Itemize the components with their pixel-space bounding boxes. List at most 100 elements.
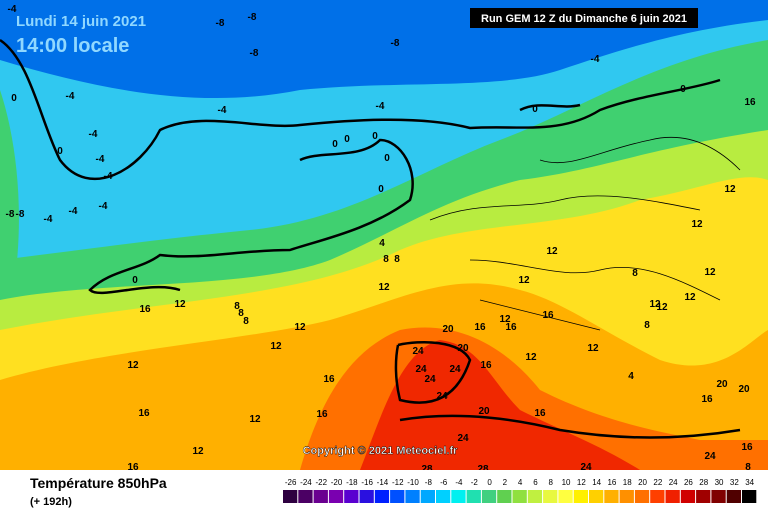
colorbar-tick-label: 4 <box>518 478 523 487</box>
isotherm-label: 24 <box>457 433 469 444</box>
isotherm-label: 8 <box>632 268 638 279</box>
colorbar-swatch <box>359 490 374 503</box>
isotherm-label: 4 <box>628 371 634 382</box>
isotherm-label: 12 <box>192 446 204 457</box>
run-box <box>470 8 698 28</box>
footer-lead: (+ 192h) <box>30 496 72 508</box>
isotherm-label: 4 <box>379 238 385 249</box>
isotherm-label: 16 <box>316 409 328 420</box>
isotherm-label: 24 <box>449 364 461 375</box>
colorbar-tick-label: -26 <box>285 478 297 487</box>
colorbar-swatch <box>726 490 741 503</box>
isotherm-label: 24 <box>704 451 716 462</box>
isotherm-label: 20 <box>457 343 469 354</box>
colorbar-swatch <box>589 490 604 503</box>
iberia-coast <box>394 341 472 404</box>
isotherm-label: 12 <box>691 219 703 230</box>
colorbar-tick-label: 12 <box>577 478 586 487</box>
isotherm-label: -4 <box>89 129 98 140</box>
colorbar-tick-label: -22 <box>315 478 327 487</box>
run-info: Run GEM 12 Z du Dimanche 6 juin 2021 <box>481 13 687 25</box>
colorbar-swatch <box>451 490 466 503</box>
colorbar-swatch <box>420 490 435 503</box>
arctic-coast <box>0 38 721 181</box>
isotherm-label: 16 <box>505 322 517 333</box>
isotherm-label: -4 <box>591 54 600 65</box>
isotherm-label: 12 <box>649 299 661 310</box>
isotherm-label: 28 <box>477 464 489 475</box>
isotherm-label: 16 <box>744 97 756 108</box>
isotherm-label: -4 <box>69 206 78 217</box>
colorbar-swatch <box>436 490 451 503</box>
isotherm-label: 0 <box>532 104 538 115</box>
isotherm-label: 16 <box>474 322 486 333</box>
red-zone <box>360 340 640 470</box>
isotherm-label: 12 <box>174 299 186 310</box>
isotherm-label: -4 <box>66 91 75 102</box>
isotherm-label: 12 <box>249 414 261 425</box>
colorbar-tick-label: 0 <box>487 478 492 487</box>
isotherm-label: 16 <box>534 408 546 419</box>
colorbar-tick-label: -16 <box>361 478 373 487</box>
colorbar-tick-label: -18 <box>346 478 358 487</box>
isotherm-label: -4 <box>104 171 113 182</box>
isotherm-label: -4 <box>96 154 105 165</box>
iceland-coast <box>519 103 581 112</box>
isotherm-label: 12 <box>378 282 390 293</box>
colorbar-tick-label: 24 <box>669 478 678 487</box>
colorbar-tick-label: -8 <box>425 478 433 487</box>
colorbar-tick-label: -12 <box>392 478 404 487</box>
colorbar-tick-label: -2 <box>471 478 479 487</box>
greenland-coast <box>88 138 414 295</box>
isotherm-label: 16 <box>323 374 335 385</box>
isotherm-label: 0 <box>11 93 17 104</box>
isotherm-label: 8 <box>243 316 249 327</box>
colorbar-tick-label: 28 <box>699 478 708 487</box>
isotherm-label: 0 <box>372 131 378 142</box>
isotherm-label: 0 <box>378 184 384 195</box>
colorbar-swatch <box>634 490 650 503</box>
isotherm-label: -4 <box>376 101 385 112</box>
isotherm-label: 8 <box>383 254 389 265</box>
isotherm-label: 12 <box>518 275 530 286</box>
colorbar-swatch <box>680 490 696 503</box>
coastlines <box>0 38 741 439</box>
isotherm-label: -8 <box>248 12 257 23</box>
isotherm-label: 0 <box>132 275 138 286</box>
isotherm-label: 12 <box>684 292 696 303</box>
colorbar-swatch <box>543 490 558 503</box>
isotherm-label: 12 <box>724 184 736 195</box>
colorbar-swatch <box>328 490 344 503</box>
isotherm-label: 16 <box>701 394 713 405</box>
colorbar-swatch <box>512 490 527 503</box>
isotherm-label: 0 <box>57 146 63 157</box>
isotherm-label: 16 <box>542 310 554 321</box>
isotherm-label: 20 <box>478 406 490 417</box>
colorbar-tick-label: 10 <box>562 478 571 487</box>
isotherm-labels: -4-8-8-8-80 -4-4-4-40-8 -8 -4-4 -4-4 -4 0-400 0… <box>6 4 756 475</box>
colorbar-swatch <box>665 490 680 503</box>
isotherm-label: 8 <box>238 308 244 319</box>
isotherm-label: 12 <box>499 314 511 325</box>
isotherm-label: -8 <box>216 18 225 29</box>
colorbar-tick-label: 20 <box>638 478 647 487</box>
colorbar-swatch <box>650 490 665 503</box>
isotherm-label: 12 <box>704 267 716 278</box>
colorbar-swatch <box>711 490 726 503</box>
colorbar-swatch <box>405 490 420 503</box>
isotherm-label: 12 <box>656 302 668 313</box>
colorbar-swatch <box>619 490 634 503</box>
colorbar-tick-label: 16 <box>607 478 616 487</box>
colorbar-swatch <box>604 490 619 503</box>
isotherm-label: 8 <box>394 254 400 265</box>
colorbar-tick-label: -20 <box>331 478 343 487</box>
isotherm-label: 12 <box>525 352 537 363</box>
isotherm-label: 20 <box>738 384 750 395</box>
isotherm-label: -4 <box>44 214 53 225</box>
isotherm-label: 24 <box>415 364 427 375</box>
isotherm-label: 16 <box>127 462 139 473</box>
colorbar-swatch <box>696 490 711 503</box>
colorbar-tick-label: 14 <box>592 478 601 487</box>
colorbar-tick-label: 34 <box>745 478 754 487</box>
